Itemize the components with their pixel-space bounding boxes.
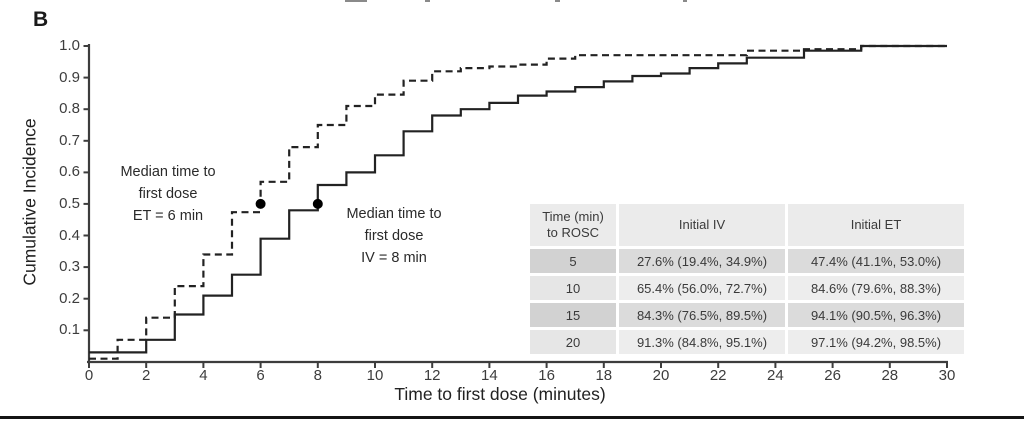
x-tick-label: 6: [256, 367, 265, 384]
y-tick-label: 0.5: [59, 194, 80, 212]
y-tick-label: 1.0: [59, 37, 80, 54]
y-tick-label: 0.9: [59, 68, 80, 86]
table-cell: 47.4% (41.1%, 53.0%): [788, 249, 964, 273]
table-row: 20 91.3% (84.8%, 95.1%) 97.1% (94.2%, 98.5…: [530, 330, 964, 354]
table-header-cell: Initial ET: [788, 204, 964, 246]
table-cell: 94.1% (90.5%, 96.3%): [788, 303, 964, 327]
x-tick-label: 28: [881, 367, 899, 384]
x-tick-label: 12: [423, 367, 441, 384]
iv-median-annotation: Median time to first dose IV = 8 min: [346, 206, 442, 266]
table-cell: 91.3% (84.8%, 95.1%): [619, 330, 785, 354]
table-cell: 20: [530, 330, 616, 354]
x-tick-label: 20: [652, 367, 670, 384]
x-tick-label: 22: [709, 367, 727, 384]
table-row: 5 27.6% (19.4%, 34.9%) 47.4% (41.1%, 53.0%…: [530, 249, 964, 273]
x-axis-title: Time to first dose (minutes): [394, 384, 606, 404]
x-tick-label: 16: [538, 367, 555, 384]
cropped-text-fragment: [555, 0, 560, 2]
bottom-rule: [0, 416, 1024, 419]
x-tick-label: 24: [767, 367, 784, 384]
x-tick-label: 14: [481, 367, 498, 384]
cropped-text-fragment: [683, 0, 687, 2]
y-tick-label: 0.7: [59, 131, 80, 149]
cropped-text-fragment: [345, 0, 367, 2]
panel-label: B: [33, 8, 49, 31]
iv-curve: [89, 44, 947, 354]
table-cell: 15: [530, 303, 616, 327]
y-tick-label: 0.2: [59, 289, 80, 307]
y-tick-label: 0.4: [59, 226, 80, 244]
x-tick-label: 18: [595, 367, 613, 384]
y-axis-title: Cumulative Incidence: [19, 118, 40, 286]
table-cell: 65.4% (56.0%, 72.7%): [619, 276, 785, 300]
x-tick-label: 2: [142, 367, 151, 384]
table-cell: 10: [530, 276, 616, 300]
y-tick-label: 0.1: [59, 321, 80, 339]
cropped-text-fragment: [425, 0, 430, 2]
y-tick-label: 0.6: [59, 163, 80, 181]
median-dot: [312, 198, 323, 209]
table-header-cell: Initial IV: [619, 204, 785, 246]
table-cell: 5: [530, 249, 616, 273]
table-row: 15 84.3% (76.5%, 89.5%) 94.1% (90.5%, 96.3…: [530, 303, 964, 327]
results-table: Time (min) to ROSC Initial IV Initial ET 5…: [527, 201, 967, 357]
x-tick-label: 26: [824, 367, 841, 384]
et-curve: [89, 44, 947, 360]
x-tick-label: 8: [313, 367, 322, 384]
table-cell: 97.1% (94.2%, 98.5%): [788, 330, 964, 354]
x-tick-label: 0: [84, 367, 94, 384]
results-table-body: 5 27.6% (19.4%, 34.9%) 47.4% (41.1%, 53.0%…: [530, 249, 964, 354]
x-tick-label: 30: [938, 367, 956, 384]
et-median-annotation: Median time to first dose ET = 6 min: [120, 164, 216, 224]
table-row: 10 65.4% (56.0%, 72.7%) 84.6% (79.6%, 88.3…: [530, 276, 964, 300]
median-dot: [255, 198, 266, 209]
table-cell: 27.6% (19.4%, 34.9%): [619, 249, 785, 273]
table-header-cell: Time (min) to ROSC: [530, 204, 616, 246]
table-cell: 84.3% (76.5%, 89.5%): [619, 303, 785, 327]
y-tick-label: 0.8: [59, 100, 80, 118]
y-tick-label: 0.3: [59, 258, 80, 276]
x-tick-label: 10: [366, 367, 384, 384]
x-tick-label: 4: [199, 367, 208, 384]
table-cell: 84.6% (79.6%, 88.3%): [788, 276, 964, 300]
results-table-header: Time (min) to ROSC Initial IV Initial ET: [530, 204, 964, 246]
